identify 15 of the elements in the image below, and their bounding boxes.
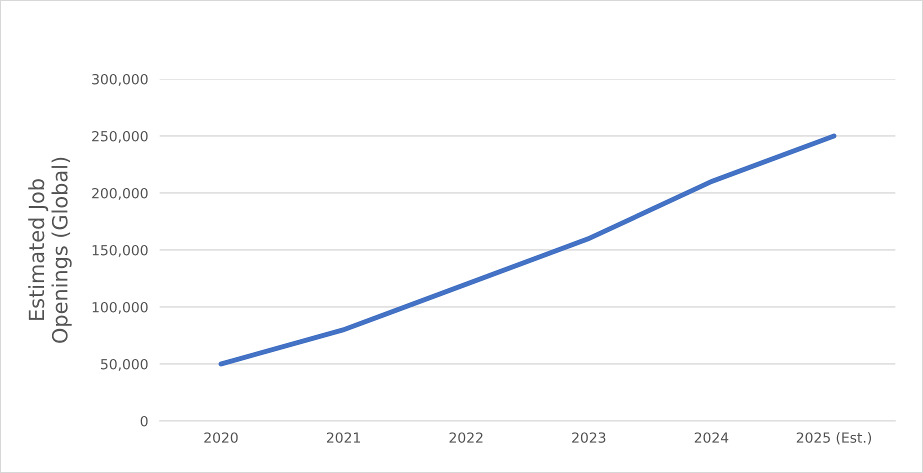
x-tick-label: 2022 [450, 432, 482, 443]
y-tick-label: 250,000 [92, 130, 148, 143]
x-tick-label: 2025 (Est.) [796, 432, 872, 444]
y-tick-label: 200,000 [92, 188, 148, 200]
x-tick-label: 2024 [694, 432, 728, 443]
x-tick-label: 2021 [326, 432, 360, 443]
y-axis-title: Estimated Job Openings (Global) [28, 158, 72, 343]
y-tick-label: 100,000 [92, 302, 148, 314]
x-tick-label: 2020 [204, 432, 238, 443]
x-tick-label: 2023 [572, 432, 606, 443]
y-tick-label: 0 [140, 416, 148, 426]
line-series [218, 134, 836, 366]
y-tick-label: 50,000 [101, 358, 148, 371]
y-tick-label: 300,000 [92, 74, 148, 86]
y-tick-label: 150,000 [92, 244, 148, 257]
